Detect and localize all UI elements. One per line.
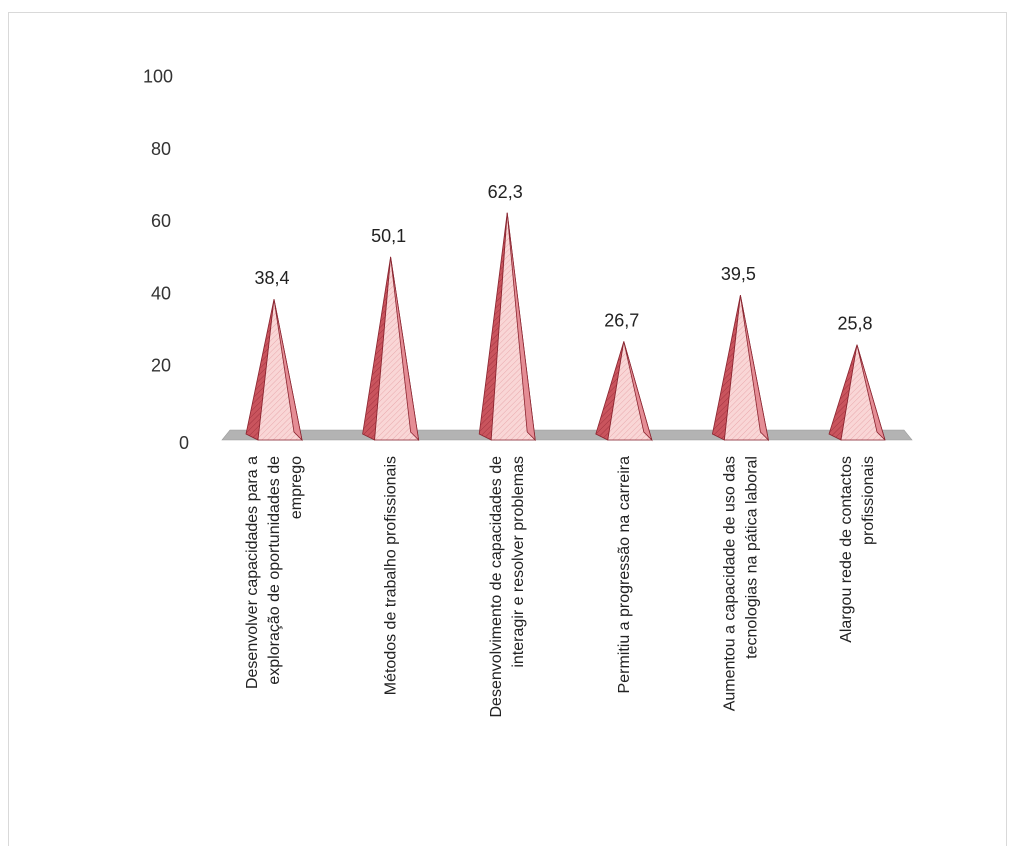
pyramid-bar bbox=[711, 295, 770, 442]
x-category-label: emprego bbox=[288, 456, 305, 519]
x-category-label: interagir e resolver problemas bbox=[510, 456, 527, 668]
data-label: 38,4 bbox=[254, 268, 289, 288]
x-category-label: Desenvolvimento de capacidades de bbox=[488, 456, 505, 718]
pyramid-bar bbox=[595, 341, 653, 442]
y-tick-label: 40 bbox=[151, 283, 171, 303]
x-category-label: Aumentou a capacidade de uso das bbox=[721, 456, 738, 711]
data-label: 39,5 bbox=[721, 264, 756, 284]
data-label: 62,3 bbox=[488, 182, 523, 202]
y-tick-label: 80 bbox=[151, 139, 171, 159]
chart-floor bbox=[221, 429, 913, 441]
data-label: 25,8 bbox=[837, 314, 872, 334]
chart-border bbox=[8, 12, 1007, 846]
y-tick-label: 20 bbox=[151, 356, 171, 376]
pyramid-bar bbox=[245, 299, 303, 442]
data-label: 50,1 bbox=[371, 226, 406, 246]
x-category-label: Permitiu a progressão na carreira bbox=[616, 456, 633, 694]
x-category-label: exploração de oportunidades de bbox=[266, 456, 283, 685]
x-category-label: Alargou rede de contactos bbox=[838, 456, 855, 643]
y-tick-label: 60 bbox=[151, 211, 171, 231]
x-category-label: Desenvolver capacidades para a bbox=[244, 456, 261, 689]
y-tick-label: 100 bbox=[143, 67, 173, 87]
data-label: 26,7 bbox=[604, 310, 639, 330]
x-category-label: Métodos de trabalho profissionais bbox=[383, 456, 400, 695]
pyramid-bar bbox=[362, 256, 420, 442]
pyramid-bar bbox=[478, 212, 536, 442]
x-category-label: tecnologias na pática laboral bbox=[743, 456, 760, 659]
pyramid-bar bbox=[828, 344, 886, 441]
x-category-label: profissionais bbox=[860, 456, 877, 545]
y-tick-label: 0 bbox=[179, 433, 189, 453]
